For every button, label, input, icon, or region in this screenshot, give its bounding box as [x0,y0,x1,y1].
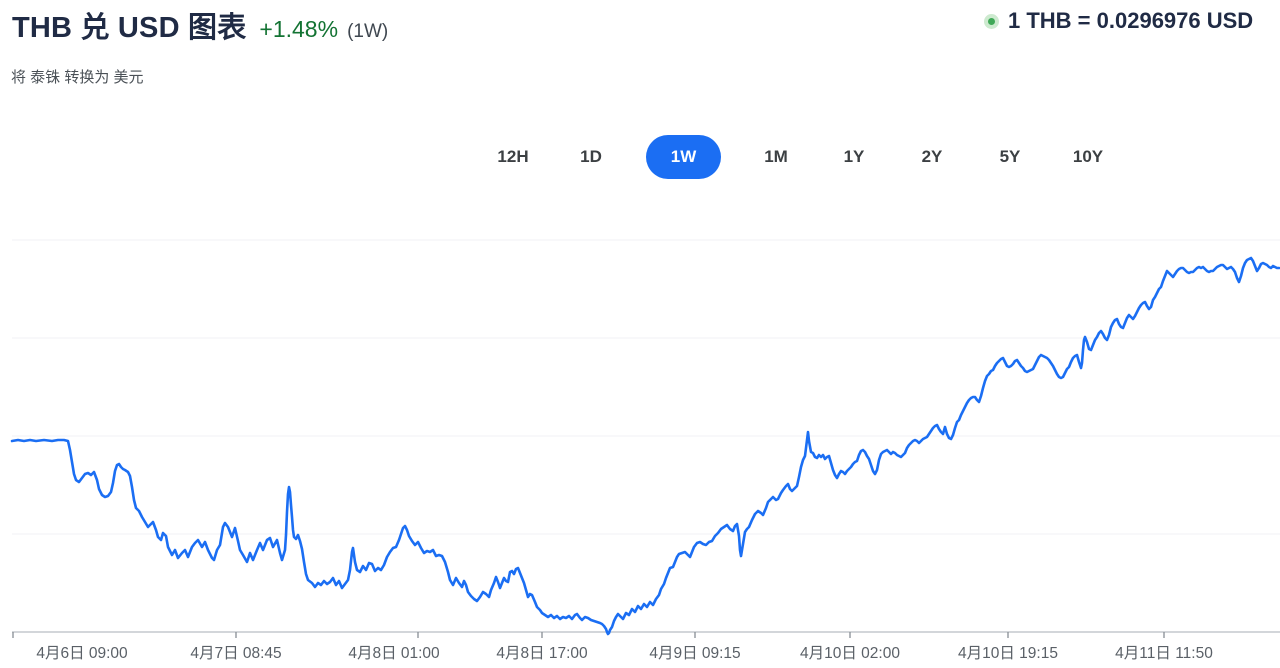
x-axis-labels: 4月6日 09:00 4月7日 08:45 4月8日 01:00 4月8日 17:00… [0,641,1280,663]
tab-12h[interactable]: 12H [490,135,536,179]
x-axis-label: 4月6日 09:00 [36,645,128,662]
range-indicator: (1W) [347,21,389,42]
conversion-subtitle: 将 泰铢 转换为 美元 [11,69,144,86]
tab-5y[interactable]: 5Y [987,135,1033,179]
page-title: THB 兑 USD 图表 [12,12,247,44]
x-axis-label: 4月7日 08:45 [190,645,282,662]
live-dot-icon [984,13,999,29]
tab-1m[interactable]: 1M [753,135,799,179]
x-axis-label: 4月10日 19:15 [958,645,1058,662]
tab-1d[interactable]: 1D [568,135,614,179]
price-line [10,256,1280,636]
x-axis-label: 4月8日 01:00 [348,645,440,662]
live-dot-core-icon [988,17,995,25]
timeframe-tabs: 12H 1D 1W 1M 1Y 2Y 5Y 10Y [490,135,1111,179]
x-axis-label: 4月8日 17:00 [496,645,588,662]
current-rate-row: 1 THB = 0.0296976 USD [984,8,1253,34]
tab-1w[interactable]: 1W [646,135,721,179]
current-rate: 1 THB = 0.0296976 USD [1008,8,1254,33]
tab-10y[interactable]: 10Y [1065,135,1111,179]
x-axis-label: 4月9日 09:15 [649,645,741,662]
tab-1y[interactable]: 1Y [831,135,877,179]
change-percent: +1.48% [259,16,339,42]
x-axis-label: 4月11日 11:50 [1115,645,1213,662]
x-axis-label: 4月10日 02:00 [800,645,900,662]
header: THB 兑 USD 图表 +1.48% (1W) [12,4,388,46]
tab-2y[interactable]: 2Y [909,135,955,179]
